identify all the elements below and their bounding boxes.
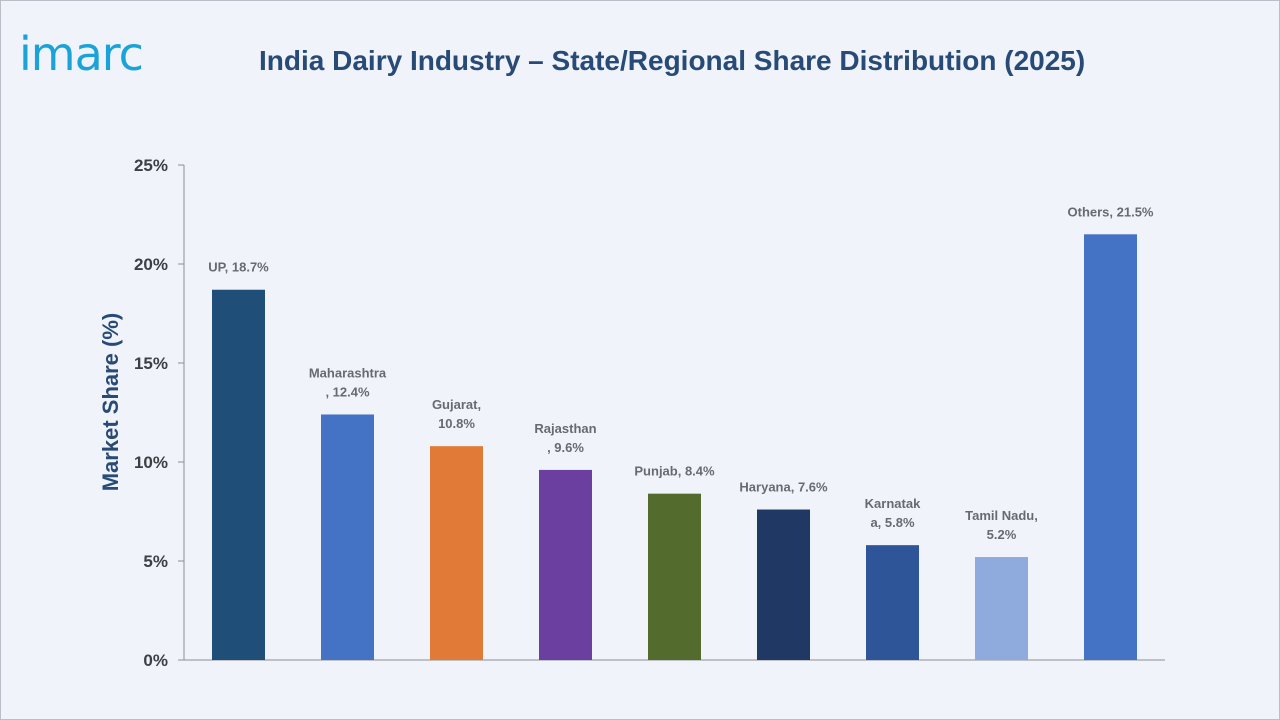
imarc-logo: imarc bbox=[19, 27, 144, 81]
bar-tamil-nadu bbox=[975, 557, 1028, 660]
bar-maharashtra bbox=[321, 414, 374, 660]
data-label-rajasthan: Rajasthan, 9.6% bbox=[534, 421, 596, 455]
y-tick-label: 0% bbox=[143, 651, 168, 670]
data-label-maharashtra: Maharashtra, 12.4% bbox=[309, 365, 387, 399]
bar-haryana bbox=[757, 509, 810, 660]
bar-others bbox=[1084, 234, 1137, 661]
data-label-others: Others, 21.5% bbox=[1068, 204, 1154, 219]
data-label-haryana: Haryana, 7.6% bbox=[739, 480, 828, 495]
bar-karnataka bbox=[866, 545, 919, 660]
y-tick-label: 20% bbox=[134, 255, 168, 274]
bar-up bbox=[212, 289, 265, 660]
data-label-punjab: Punjab, 8.4% bbox=[634, 464, 715, 479]
bar-gujarat bbox=[430, 446, 483, 660]
bar-punjab bbox=[648, 493, 701, 660]
data-label-gujarat: Gujarat, 10.8% bbox=[432, 397, 481, 431]
y-tick-label: 5% bbox=[143, 552, 168, 571]
y-axis-label: Market Share (%) bbox=[98, 313, 123, 492]
y-tick-label: 25% bbox=[134, 156, 168, 175]
data-label-up: UP, 18.7% bbox=[208, 260, 269, 275]
bar-rajasthan bbox=[539, 469, 592, 660]
data-label-tamil-nadu: Tamil Nadu, 5.2% bbox=[965, 508, 1038, 542]
chart-title: India Dairy Industry – State/Regional Sh… bbox=[259, 45, 1086, 76]
data-label-karnataka: Karnatak a, 5.8% bbox=[865, 496, 921, 530]
y-tick-label: 15% bbox=[134, 354, 168, 373]
y-tick-label: 10% bbox=[134, 453, 168, 472]
